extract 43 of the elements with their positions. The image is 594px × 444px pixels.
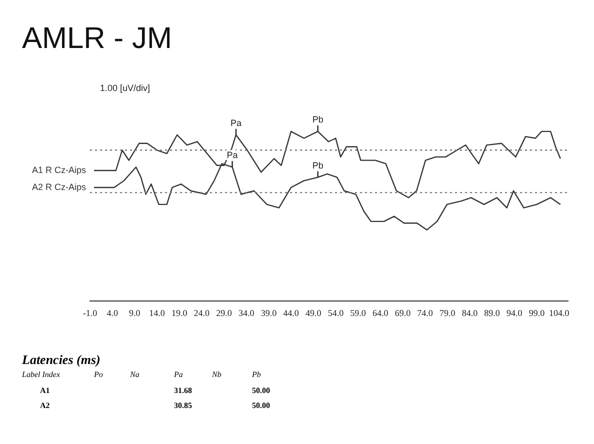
x-tick-label: 79.0 [440,308,456,318]
x-tick-label: 44.0 [283,308,300,318]
x-tick-label: 99.0 [528,308,546,318]
x-tick-label: 9.0 [129,308,141,318]
text: Label Index [22,370,60,379]
x-tick-label: 24.0 [194,308,210,318]
x-tick-label: 84.0 [462,308,478,318]
text: Pb [252,370,261,379]
x-tick-label: 29.0 [216,308,232,318]
x-tick-label: -1.0 [82,308,98,318]
x-tick-label: 19.0 [171,308,188,318]
x-tick-label: 54.0 [328,308,344,318]
text: 50.00 [252,401,270,410]
annotation: Pa [226,150,238,160]
x-tick-label: 59.0 [350,308,366,318]
x-tick-label: 39.0 [260,308,278,318]
text: A2 [40,401,50,410]
x-tick-label: 74.0 [417,308,434,318]
text: 1.00 [uV/div] [100,83,150,93]
x-tick-label: 4.0 [106,308,118,318]
x-tick-label: 94.0 [506,308,523,318]
text: Pa [174,370,183,379]
chart-title: AMLR - JM [22,22,172,56]
text: 30.85 [174,401,192,410]
annotation: Pa [230,118,242,128]
text: Na [130,370,140,379]
series-label: A2 R Cz-Aips [32,182,86,192]
text: Po [94,370,103,379]
text: Latencies (ms) [22,352,100,368]
text: Nb [212,370,222,379]
text: 31.68 [174,386,192,395]
annotation: Pb [312,160,324,170]
x-tick-label: 49.0 [305,308,322,318]
text: A1 [40,386,50,395]
x-tick-label: 89.0 [484,308,500,318]
x-tick-label: 34.0 [238,308,255,318]
x-tick-label: 14.0 [149,308,166,318]
x-tick-label: 64.0 [372,308,389,318]
text: 50.00 [252,386,270,395]
annotation: Pb [312,114,324,124]
x-tick-label: 69.0 [394,308,412,318]
x-tick-label: 104.0 [548,308,570,318]
series-label: A1 R Cz-Aips [32,164,86,175]
